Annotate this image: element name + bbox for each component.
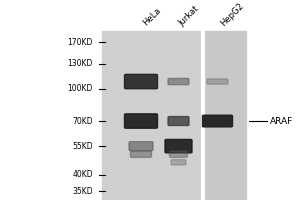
FancyBboxPatch shape [165,139,192,153]
FancyBboxPatch shape [124,74,158,89]
FancyBboxPatch shape [168,117,189,126]
Text: 70KD: 70KD [72,117,93,126]
FancyBboxPatch shape [129,142,153,151]
FancyBboxPatch shape [207,79,228,84]
Text: HepG2: HepG2 [219,1,246,28]
FancyBboxPatch shape [130,151,152,157]
Bar [202,31,246,200]
FancyBboxPatch shape [168,78,189,85]
FancyBboxPatch shape [169,151,188,157]
Text: 40KD: 40KD [72,170,93,179]
Text: ARAF: ARAF [270,117,293,126]
Text: HeLa: HeLa [141,6,163,28]
Text: 130KD: 130KD [68,59,93,68]
Bar [102,31,202,200]
FancyBboxPatch shape [124,114,158,128]
Text: 35KD: 35KD [72,187,93,196]
FancyBboxPatch shape [202,115,232,127]
Text: Jurkat: Jurkat [177,4,201,28]
FancyBboxPatch shape [171,160,186,165]
Text: 55KD: 55KD [72,142,93,151]
Text: 170KD: 170KD [68,38,93,47]
Text: 100KD: 100KD [68,84,93,93]
